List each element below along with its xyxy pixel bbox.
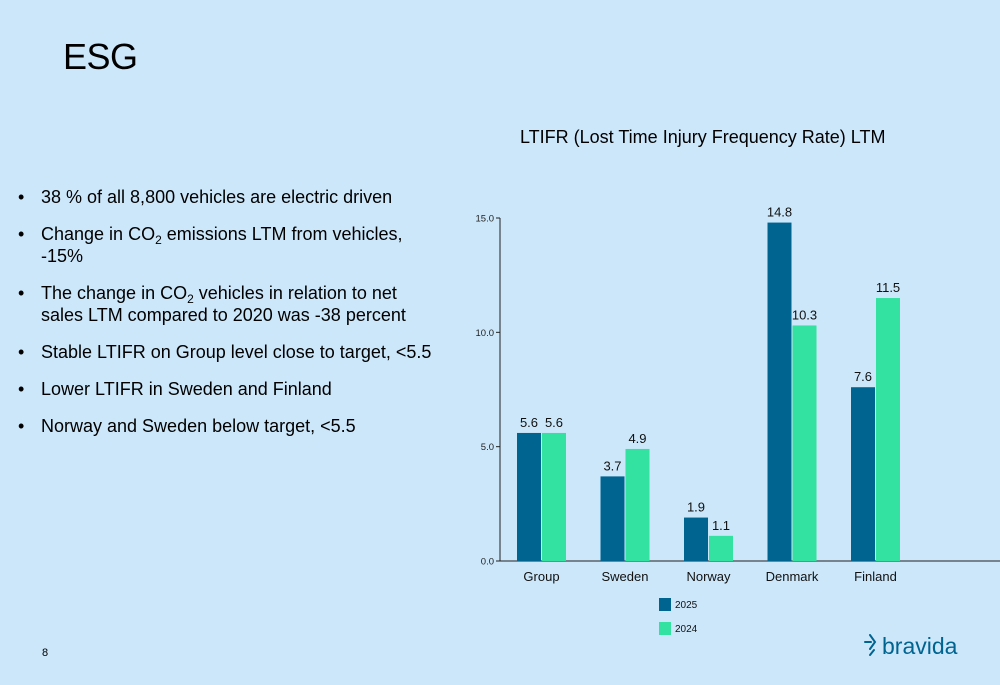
y-tick-label: 5.0 <box>481 442 494 453</box>
bar-2024 <box>792 325 817 561</box>
chart-title: LTIFR (Lost Time Injury Frequency Rate) … <box>520 127 886 147</box>
legend-swatch-2024 <box>659 622 671 635</box>
bar-2025 <box>851 387 875 561</box>
x-tick-label: Norway <box>686 569 731 584</box>
bar-2024 <box>542 432 566 561</box>
y-tick-label: 10.0 <box>476 328 495 339</box>
data-label: 11.5 <box>876 280 900 295</box>
x-tick-label: Finland <box>854 569 897 584</box>
bullet-item: The change in CO2 vehicles in relation t… <box>18 282 438 326</box>
bar-2024 <box>709 535 733 561</box>
bullet-item: Norway and Sweden below target, <5.5 <box>18 415 438 437</box>
bullet-item: 38 % of all 8,800 vehicles are electric … <box>18 186 438 208</box>
data-label: 5.6 <box>520 415 538 430</box>
data-label: 10.3 <box>792 307 817 322</box>
legend-label: 2025 <box>675 600 698 611</box>
bullet-item: Stable LTIFR on Group level close to tar… <box>18 341 438 363</box>
y-tick-label: 15.0 <box>476 214 495 225</box>
x-tick-label: Sweden <box>602 569 649 584</box>
bravida-logo: bravida <box>862 632 962 667</box>
bar-2025 <box>684 517 708 561</box>
data-label: 14.8 <box>767 205 792 220</box>
data-label: 1.1 <box>712 518 730 533</box>
bullet-item: Lower LTIFR in Sweden and Finland <box>18 378 438 400</box>
logo-text: bravida <box>882 633 958 659</box>
bullet-list: 38 % of all 8,800 vehicles are electric … <box>18 186 438 452</box>
bar-2025 <box>517 432 541 561</box>
legend-swatch-2025 <box>659 598 671 611</box>
data-label: 4.9 <box>628 431 646 446</box>
bar-chart: 0.0 5.0 10.0 15.0 5.6 5.6 Group 3.7 4.9 Sweden 1.9… <box>476 205 1000 635</box>
data-label: 1.9 <box>687 500 705 515</box>
logo-mark-icon <box>864 634 877 656</box>
legend-label: 2024 <box>675 624 698 635</box>
bar-2025 <box>600 476 625 561</box>
y-tick-label: 0.0 <box>481 557 494 568</box>
bar-2025 <box>767 222 792 561</box>
x-tick-label: Denmark <box>766 569 819 584</box>
data-label: 3.7 <box>603 458 621 473</box>
page-number: 8 <box>42 647 49 659</box>
slide-title: ESG <box>63 36 138 77</box>
x-tick-label: Group <box>523 569 559 584</box>
data-label: 7.6 <box>854 369 872 384</box>
data-label: 5.6 <box>545 415 563 430</box>
bar-2024 <box>625 448 650 561</box>
bar-2024 <box>876 298 900 561</box>
bullet-item: Change in CO2 emissions LTM from vehicle… <box>18 223 438 267</box>
